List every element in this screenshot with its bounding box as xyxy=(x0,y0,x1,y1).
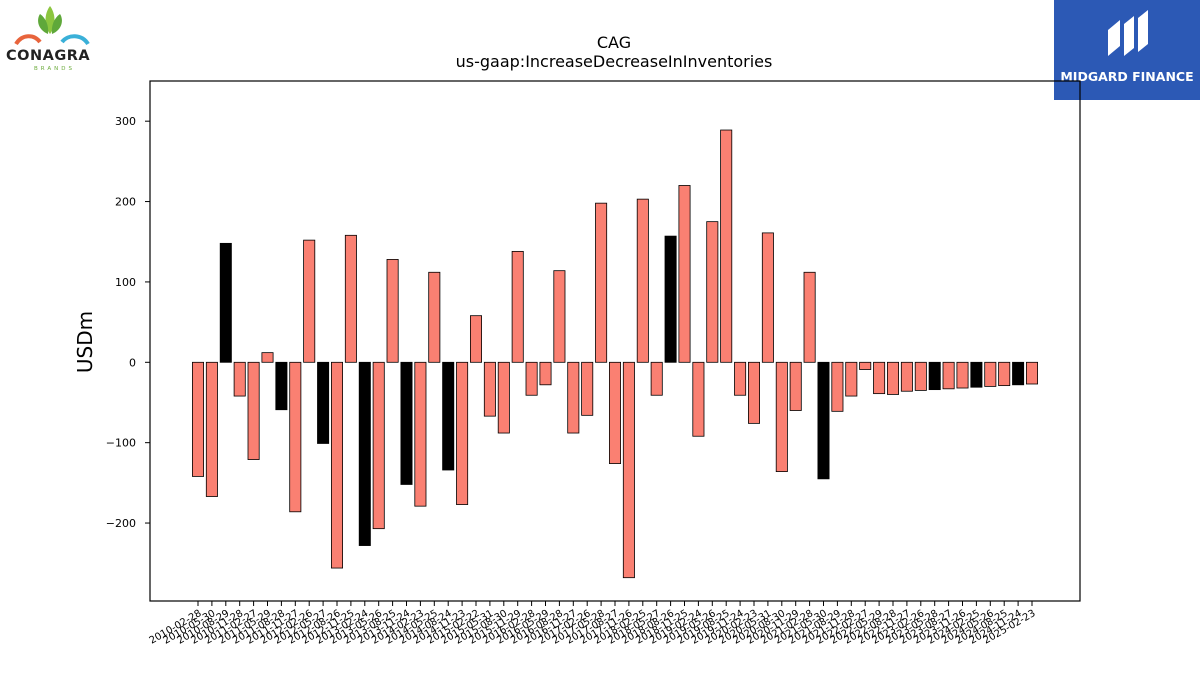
bar-2012-11-25 xyxy=(344,234,357,363)
bar-2013-08-25 xyxy=(386,259,399,363)
bar-2016-08-28 xyxy=(553,270,566,363)
bar-2020-11-29 xyxy=(789,361,802,411)
bar-2021-05-30 xyxy=(817,361,830,480)
bar-2014-08-24 xyxy=(442,361,455,471)
bar-2011-11-27 xyxy=(289,361,302,513)
y-axis-label: USDm xyxy=(73,311,97,373)
bar-2015-05-31 xyxy=(483,361,496,417)
bar-2016-05-29 xyxy=(539,361,552,386)
bar-2010-08-29 xyxy=(219,242,232,363)
bar-2016-11-27 xyxy=(567,361,580,434)
bar-2022-02-27 xyxy=(859,361,872,370)
bar-2011-02-27 xyxy=(247,361,260,460)
conagra-logo: CONAGRA BRANDS xyxy=(4,4,100,74)
midgard-mark-icon xyxy=(1108,10,1148,56)
bar-2022-05-29 xyxy=(873,361,886,395)
conagra-wordmark: CONAGRA xyxy=(6,48,91,64)
bar-2023-02-26 xyxy=(914,361,927,391)
bar-2017-05-28 xyxy=(595,202,608,363)
bar-2010-02-28 xyxy=(191,361,204,477)
y-axis-ticks: −200 −100 0 100 200 300 xyxy=(106,115,150,530)
bar-2016-02-28 xyxy=(525,361,538,396)
bar-2023-11-26 xyxy=(956,361,969,389)
y-tick-label: −200 xyxy=(106,517,136,530)
bar-2012-05-27 xyxy=(317,361,330,444)
leaf-icon xyxy=(14,6,90,46)
bar-2018-08-26 xyxy=(664,235,677,363)
bar-2025-02-23 xyxy=(1026,361,1039,385)
bar-2015-08-30 xyxy=(497,361,510,434)
bar-2024-08-25 xyxy=(998,361,1011,387)
bar-2023-05-28 xyxy=(928,361,941,391)
bar-2020-08-30 xyxy=(775,361,788,472)
bar-2024-05-26 xyxy=(984,361,997,387)
x-axis-ticks: 2010-02-282010-05-302010-08-292010-11-28… xyxy=(148,601,1038,647)
conagra-subtext: BRANDS xyxy=(34,66,75,72)
bar-2018-02-25 xyxy=(636,198,649,363)
y-tick-label: −100 xyxy=(106,437,136,450)
chart-title: CAG xyxy=(597,33,631,52)
chart-subtitle: us-gaap:IncreaseDecreaseInInventories xyxy=(456,52,773,71)
bar-2017-02-26 xyxy=(581,361,594,416)
bar-2018-11-25 xyxy=(678,185,691,363)
midgard-wordmark: MIDGARD FINANCE xyxy=(1060,69,1194,84)
bar-2013-02-24 xyxy=(358,361,371,546)
bar-2017-08-27 xyxy=(609,361,622,464)
bar-2021-11-28 xyxy=(845,361,858,397)
bar-2013-05-26 xyxy=(372,361,385,530)
bar-2010-05-30 xyxy=(205,361,218,497)
bar-2024-02-25 xyxy=(970,361,983,388)
bar-2015-02-22 xyxy=(469,315,482,363)
bar-2021-08-29 xyxy=(831,361,844,412)
bar-2024-11-24 xyxy=(1012,361,1025,386)
bar-2011-05-29 xyxy=(261,352,274,363)
bar-2023-08-27 xyxy=(942,361,955,390)
y-tick-label: 200 xyxy=(115,196,136,209)
bar-2019-05-26 xyxy=(706,221,719,363)
bar-2019-08-25 xyxy=(720,129,733,363)
plot-frame xyxy=(149,80,1081,602)
bar-2020-05-31 xyxy=(761,232,774,363)
bar-2019-11-24 xyxy=(734,361,747,396)
bar-2011-08-28 xyxy=(275,361,288,411)
bar-2014-02-23 xyxy=(414,361,427,507)
bar-2017-11-26 xyxy=(622,361,635,579)
y-tick-label: 300 xyxy=(115,115,136,128)
bar-2018-05-27 xyxy=(650,361,663,396)
bar-2020-02-23 xyxy=(748,361,761,424)
y-tick-label: 100 xyxy=(115,276,136,289)
midgard-logo: MIDGARD FINANCE xyxy=(1054,0,1200,100)
bar-2014-05-25 xyxy=(428,271,441,363)
bar-2010-11-28 xyxy=(233,361,246,397)
bars-group xyxy=(191,129,1039,579)
bar-2012-08-26 xyxy=(330,361,343,569)
bar-2013-11-24 xyxy=(400,361,413,485)
y-tick-label: 0 xyxy=(129,356,136,369)
bar-2021-02-28 xyxy=(803,271,816,363)
bar-2022-08-28 xyxy=(887,361,900,395)
bar-2012-02-26 xyxy=(303,239,316,363)
bar-2015-11-29 xyxy=(511,250,524,363)
bar-2014-11-23 xyxy=(456,361,469,505)
bar-2019-02-24 xyxy=(692,361,705,437)
bar-2022-11-27 xyxy=(900,361,913,392)
